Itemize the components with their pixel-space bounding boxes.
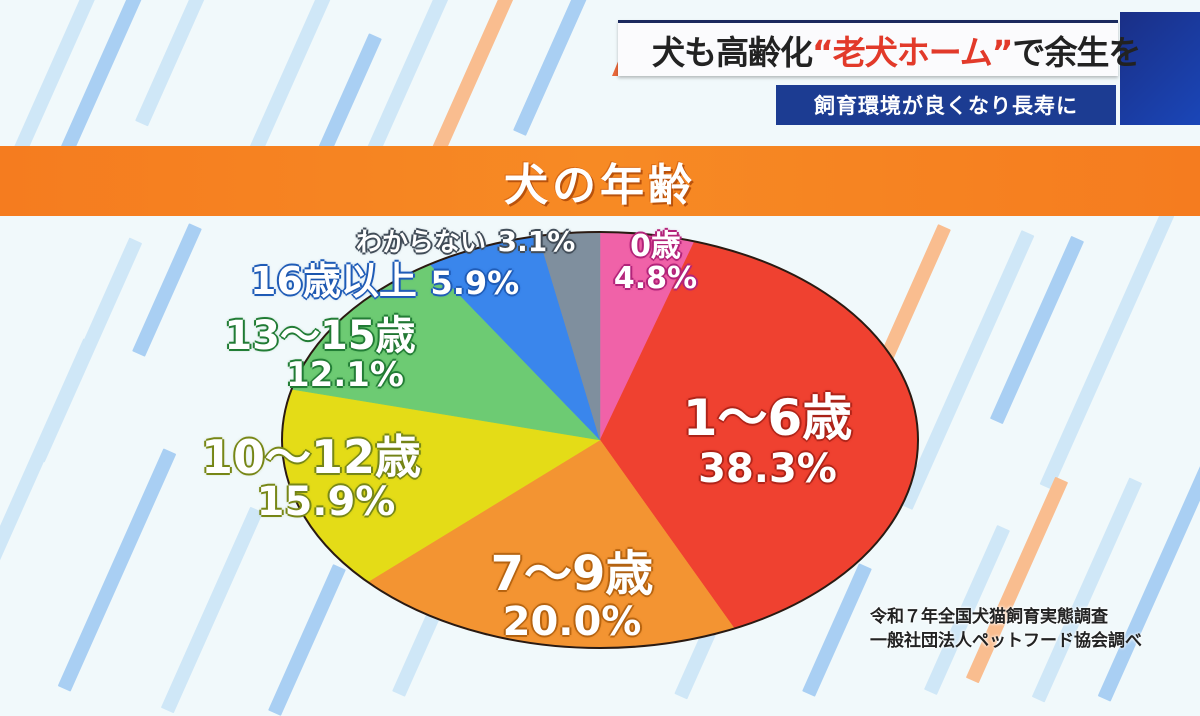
headline-main: 犬も高齢化 “老犬ホーム” で余生を	[618, 20, 1141, 76]
pie-outline	[281, 231, 919, 649]
pie-chart	[281, 231, 919, 649]
headline-highlight: “老犬ホーム”	[812, 32, 1013, 72]
headline-subtitle: 飼育環境が良くなり長寿に	[776, 85, 1116, 125]
slice-label-unknown: わからない 3.1%	[356, 225, 576, 258]
headline-prefix: 犬も高齢化	[652, 32, 813, 72]
chart-title: 犬の年齢	[504, 160, 696, 211]
pie-slices	[281, 231, 919, 649]
source-line-2: 一般社団法人ペットフード協会調べ	[870, 631, 1142, 651]
headline: 犬も高齢化 “老犬ホーム” で余生を 飼育環境が良くなり長寿に	[612, 20, 1141, 125]
slice-label-10-12-years: 10〜12歳 15.9%	[200, 430, 422, 525]
slice-label-16-plus-years: 16歳以上 5.9%	[250, 259, 520, 303]
source-line-1: 令和７年全国犬猫飼育実態調査	[870, 607, 1108, 627]
headline-right-panel	[1120, 12, 1200, 125]
source-note: 令和７年全国犬猫飼育実態調査 一般社団法人ペットフード協会調べ	[870, 605, 1142, 653]
title-band: 犬の年齢	[0, 146, 1200, 216]
slice-label-0-years: 0歳 4.8%	[613, 229, 698, 296]
slice-label-1-6-years: 1〜6歳 38.3%	[682, 389, 853, 492]
slice-label-13-15-years: 13〜15歳 12.1%	[224, 313, 416, 395]
slice-label-7-9-years: 7〜9歳 20.0%	[490, 546, 654, 645]
headline-suffix: で余生を	[1012, 32, 1141, 72]
